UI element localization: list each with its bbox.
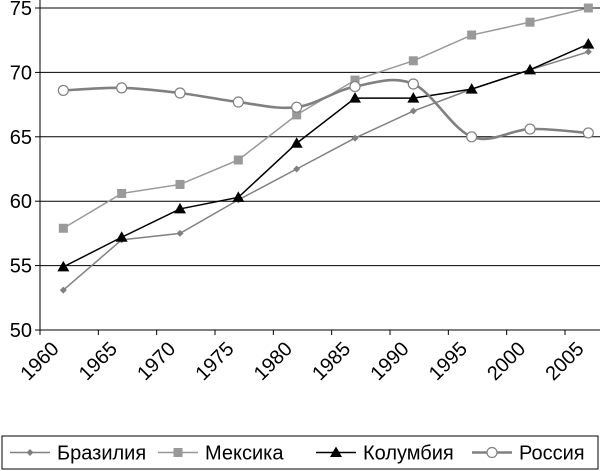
series-3-point: [57, 260, 70, 272]
series-3-line: [62, 43, 589, 268]
x-tick-label: 1990: [367, 338, 414, 385]
legend-marker: [26, 449, 34, 456]
series-1-point: [351, 134, 359, 142]
x-tick-labels: 1960 1965 1970 1975 1980 1985 1990 1995 2000 2005: [17, 338, 589, 385]
y-tick-label: 65: [10, 127, 32, 149]
y-tick-label: 55: [10, 256, 32, 278]
series-2-point: [467, 30, 477, 40]
series-group: [57, 3, 595, 294]
x-tick-label: 1960: [17, 338, 64, 385]
series-2: [58, 3, 593, 233]
legend: Бразилия Мексика Колумбия Россия: [1, 435, 599, 470]
legend-label: Мексика: [205, 443, 284, 465]
series-4-point: [232, 96, 244, 108]
series-3-point: [465, 83, 478, 94]
series-2-point: [58, 223, 68, 233]
legend-marker: [173, 448, 183, 457]
series-4-point: [174, 87, 186, 99]
gridlines: [40, 7, 600, 267]
legend-label: Россия: [519, 443, 585, 465]
series-3-point: [407, 92, 420, 103]
series-1: [59, 48, 592, 294]
x-tick-label: 1965: [75, 338, 122, 385]
series-2-point: [292, 110, 302, 120]
y-tick-label: 50: [10, 320, 32, 342]
series-4-point: [524, 123, 536, 135]
series-3-point: [174, 202, 186, 214]
series-2-point: [117, 188, 127, 198]
y-tick-label: 60: [10, 191, 32, 213]
series-1-point: [584, 48, 592, 56]
series-1-point: [176, 229, 184, 237]
legend-label: Бразилия: [57, 443, 146, 465]
series-1-point: [409, 107, 417, 115]
series-2-line: [62, 7, 589, 229]
x-tick-label: 1975: [192, 338, 239, 385]
series-2-point: [525, 17, 535, 27]
axes: [35, 0, 600, 335]
series-4-point: [407, 78, 419, 90]
series-4-point: [466, 131, 478, 143]
series-2-point: [408, 56, 418, 66]
y-tick-label: 75: [10, 0, 32, 20]
series-3-point: [115, 231, 128, 242]
series-4-point: [116, 82, 128, 94]
series-3-point: [349, 92, 361, 103]
x-tick-label: 1980: [250, 338, 297, 385]
y-tick-label: 70: [10, 62, 32, 84]
series-1-point: [59, 286, 67, 294]
series-4-line: [63, 78, 589, 141]
legend-marker: [486, 446, 498, 459]
series-4-point: [582, 127, 594, 139]
series-2-point: [233, 155, 243, 165]
series-4-point: [57, 84, 69, 97]
series-3-point: [290, 137, 303, 148]
series-4-point: [291, 101, 303, 113]
series-2-point: [350, 75, 360, 85]
y-tick-labels: 50 55 60 65 70 75: [10, 0, 32, 342]
series-2-point: [175, 179, 185, 189]
x-tick-label: 2000: [483, 338, 530, 385]
legend-label: Колумбия: [363, 443, 454, 465]
series-1-point: [293, 165, 301, 173]
series-1-line: [62, 51, 589, 291]
x-tick-label: 1995: [425, 338, 472, 385]
x-tick-label: 1970: [133, 338, 180, 385]
series-3-point: [524, 63, 536, 75]
x-tick-label: 1985: [308, 338, 355, 385]
series-3-point: [582, 38, 595, 49]
legend-marker: [330, 446, 342, 457]
series-4-point: [349, 80, 361, 93]
series-3: [57, 38, 595, 272]
series-3-point: [232, 191, 245, 202]
series-4: [57, 78, 594, 143]
x-tick-label: 2005: [542, 338, 589, 385]
series-2-point: [583, 3, 593, 13]
